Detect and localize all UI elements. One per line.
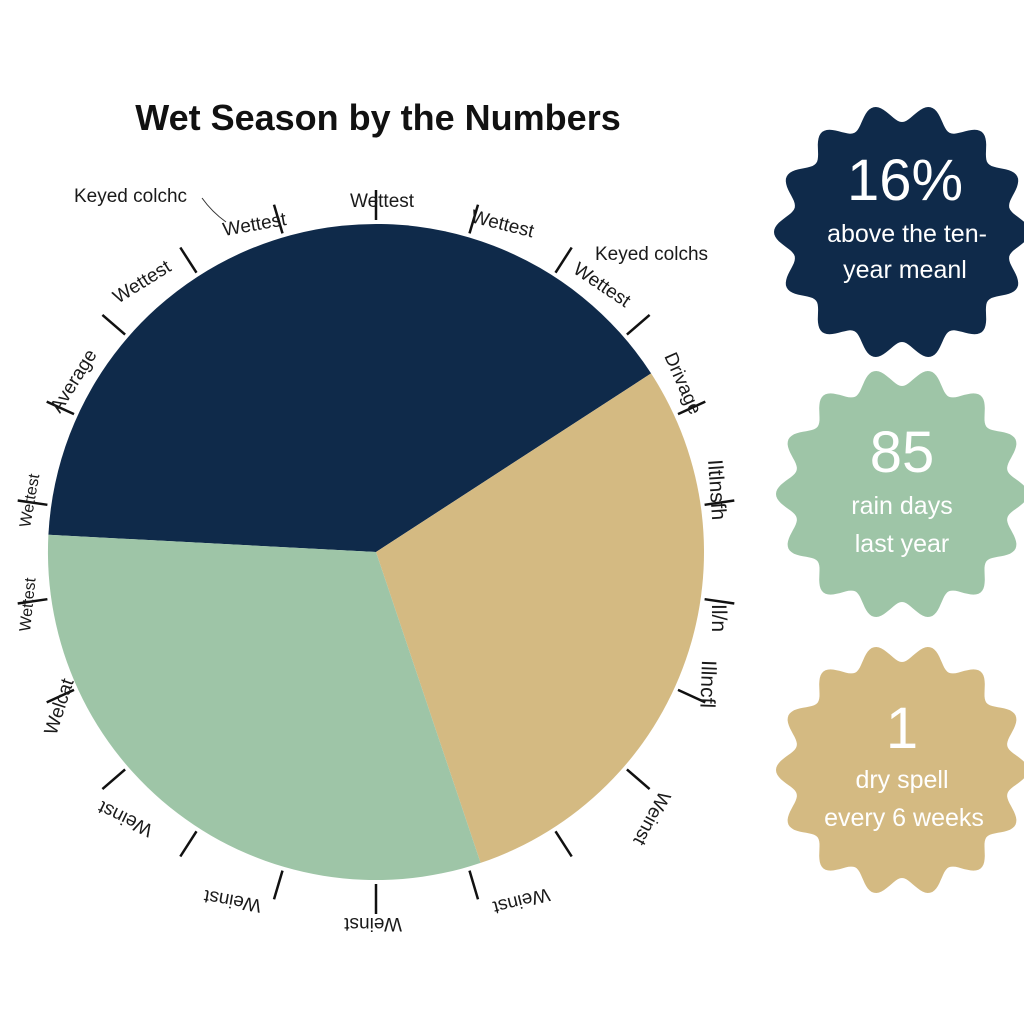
ring-tick bbox=[677, 400, 706, 416]
ring-tick bbox=[554, 830, 573, 858]
ring-tick bbox=[468, 870, 480, 900]
leader-line bbox=[201, 197, 227, 223]
stat-value: 85 bbox=[870, 420, 935, 485]
ring-tick bbox=[272, 870, 284, 900]
ring-tick bbox=[704, 597, 735, 605]
ring-tick bbox=[554, 246, 573, 274]
ring-tick bbox=[101, 313, 126, 336]
pie-slice-green bbox=[47, 534, 481, 881]
scalloped-badge-shape bbox=[776, 647, 1024, 893]
ring-label: Keyed colchc bbox=[74, 186, 187, 207]
stat-value: 16% bbox=[847, 148, 963, 213]
stat-caption-line: above the ten- bbox=[827, 220, 987, 248]
stat-caption-line: rain days bbox=[851, 492, 952, 520]
ring-tick bbox=[17, 597, 48, 605]
ring-tick bbox=[46, 400, 75, 416]
ring-label: Keyed colchs bbox=[595, 244, 708, 265]
ring-tick bbox=[17, 499, 48, 507]
stat-value: 1 bbox=[886, 696, 918, 761]
ring-label: Illncfl bbox=[695, 660, 720, 709]
scalloped-badge-shape bbox=[776, 371, 1024, 617]
pie-chart bbox=[47, 223, 705, 881]
ring-tick bbox=[468, 204, 480, 234]
ring-tick bbox=[704, 499, 735, 507]
ring-tick bbox=[179, 246, 198, 274]
stat-badge-rain-days: 85 rain days last year bbox=[776, 371, 1024, 617]
stat-caption-line: dry spell bbox=[855, 766, 948, 794]
ring-tick bbox=[101, 768, 126, 791]
ring-tick bbox=[677, 688, 706, 704]
ring-label: Il/n bbox=[707, 604, 730, 632]
stat-caption-line: last year bbox=[855, 530, 949, 558]
ring-ticks bbox=[17, 190, 735, 914]
ring-tick bbox=[626, 768, 651, 791]
pie-slice-tan bbox=[376, 373, 705, 863]
scalloped-badge-shape bbox=[774, 107, 1024, 357]
ring-tick bbox=[179, 830, 198, 858]
stat-badge-above-mean: 16% above the ten- year meanl bbox=[774, 107, 1024, 357]
ring-tick bbox=[272, 204, 284, 234]
ring-label: Weinst bbox=[344, 913, 402, 934]
stat-badge-dry-spell: 1 dry spell every 6 weeks bbox=[776, 647, 1024, 893]
ring-tick bbox=[46, 688, 75, 704]
page-title: Wet Season by the Numbers bbox=[135, 97, 620, 138]
ring-label: Wettest bbox=[17, 576, 40, 632]
ring-label: Wettest bbox=[350, 191, 415, 212]
stat-caption-line: every 6 weeks bbox=[824, 804, 984, 832]
stat-caption-line: year meanl bbox=[843, 256, 967, 284]
pie-slice-navy bbox=[48, 223, 652, 553]
ring-tick bbox=[626, 313, 651, 336]
ring-label: Iltlnsfh bbox=[703, 459, 730, 521]
